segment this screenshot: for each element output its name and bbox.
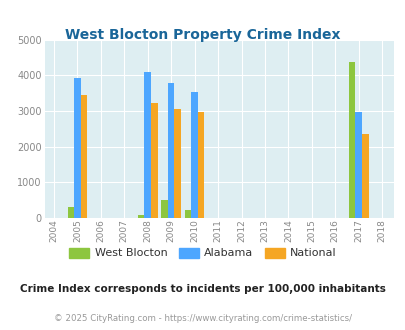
Text: West Blocton Property Crime Index: West Blocton Property Crime Index <box>65 28 340 42</box>
Bar <box>144 72 151 218</box>
Bar <box>184 210 191 218</box>
Bar <box>68 207 74 218</box>
Bar <box>138 214 144 218</box>
Bar <box>168 83 174 218</box>
Bar <box>348 62 354 218</box>
Bar <box>151 103 157 218</box>
Bar <box>74 78 81 218</box>
Bar <box>81 95 87 218</box>
Text: Crime Index corresponds to incidents per 100,000 inhabitants: Crime Index corresponds to incidents per… <box>20 284 385 294</box>
Bar <box>161 200 168 218</box>
Text: © 2025 CityRating.com - https://www.cityrating.com/crime-statistics/: © 2025 CityRating.com - https://www.city… <box>54 314 351 323</box>
Bar <box>197 112 204 218</box>
Bar <box>174 109 181 218</box>
Bar <box>191 92 197 218</box>
Legend: West Blocton, Alabama, National: West Blocton, Alabama, National <box>65 243 340 263</box>
Bar <box>361 134 368 218</box>
Bar <box>354 112 361 218</box>
